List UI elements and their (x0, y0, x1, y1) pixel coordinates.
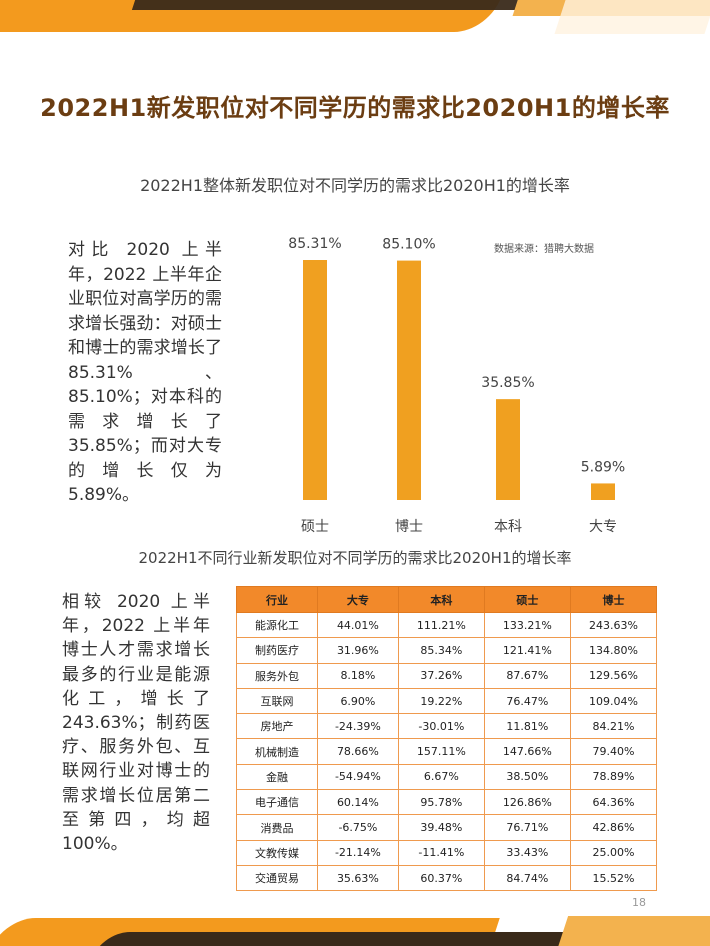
table-cell: 金融 (236, 763, 318, 791)
bar-博士 (397, 260, 421, 500)
table-cell: 电子通信 (236, 789, 318, 816)
paragraph-summary: 对比 2020 上半年，2022 上半年企业职位对高学历的需求增长强劲：对硕士和… (68, 240, 222, 505)
table-cell: 109.04% (569, 687, 658, 715)
table-cell: -54.94% (317, 763, 399, 791)
industry-table: 行业 大专 本科 硕士 博士 能源化工 44.01% 111.21% 133.21% 243.6… (236, 586, 658, 892)
table-cell: 交通贸易 (236, 864, 318, 892)
table-cell: 126.86% (483, 789, 571, 816)
table-cell: 互联网 (236, 687, 318, 715)
table-cell: -11.41% (397, 839, 485, 866)
paragraph-industry: 相较 2020 上半年，2022 上半年博士人才需求增长最多的行业是能源化工，增… (62, 592, 210, 855)
table-cell: 243.63% (569, 611, 658, 639)
bar-value-label: 35.85% (481, 375, 534, 391)
table-cell: 19.22% (397, 687, 485, 715)
table-cell: 133.21% (483, 611, 571, 639)
table-cell: 76.47% (483, 687, 571, 715)
table-cell: -6.75% (317, 814, 399, 841)
table-cell: 6.90% (317, 687, 399, 715)
table-row: 服务外包 8.18% 37.26% 87.67% 129.56% (236, 662, 658, 689)
category-label: 本科 (494, 519, 522, 535)
table-cell: 35.63% (317, 864, 399, 892)
table-row: 电子通信 60.14% 95.78% 126.86% 64.36% (236, 789, 658, 816)
bar-大专 (591, 483, 615, 500)
bottom-banner (0, 908, 710, 946)
table-cell: 44.01% (317, 611, 399, 639)
table-cell: 60.14% (317, 789, 399, 816)
table-row: 制药医疗 31.96% 85.34% 121.41% 134.80% (236, 637, 658, 664)
table-cell: 39.48% (397, 814, 485, 841)
table-header-cell: 硕士 (483, 586, 571, 613)
table-cell: 134.80% (569, 637, 658, 664)
table-row: 消费品 -6.75% 39.48% 76.71% 42.86% (236, 814, 658, 841)
table-title: 2022H1不同行业新发职位对不同学历的需求比2020H1的增长率 (138, 549, 572, 567)
education-bar-chart: 85.31% 硕士 85.10% 博士 35.85% 本科 5.89% 大专 (288, 236, 625, 535)
table-cell: 121.41% (483, 637, 571, 664)
table-cell: 111.21% (397, 611, 485, 639)
table-cell: 文教传媒 (236, 839, 318, 866)
table-cell: 95.78% (397, 789, 485, 816)
page-number: 18 (632, 896, 646, 909)
category-label: 博士 (395, 518, 423, 535)
table-row: 交通贸易 35.63% 60.37% 84.74% 15.52% (236, 864, 658, 892)
category-label: 硕士 (301, 519, 329, 535)
chart-title: 2022H1整体新发职位对不同学历的需求比2020H1的增长率 (140, 176, 570, 195)
table-cell: 78.89% (569, 763, 658, 791)
table-header-cell: 本科 (397, 586, 485, 613)
table-cell: 消费品 (236, 814, 318, 841)
bar-value-label: 5.89% (581, 459, 625, 475)
table-cell: 78.66% (317, 738, 399, 765)
table-row: 房地产 -24.39% -30.01% 11.81% 84.21% (236, 713, 658, 740)
table-cell: 服务外包 (236, 662, 318, 689)
table-cell: 79.40% (569, 738, 658, 765)
table-cell: 84.21% (569, 713, 658, 740)
bar-硕士 (303, 260, 327, 500)
table-cell: 15.52% (569, 864, 658, 892)
table-cell: 87.67% (483, 662, 571, 689)
table-cell: 42.86% (569, 814, 658, 841)
table-cell: 6.67% (397, 763, 485, 791)
data-source: 数据来源：猎聘大数据 (494, 244, 594, 255)
table-row: 互联网 6.90% 19.22% 76.47% 109.04% (236, 687, 658, 715)
top-banner (0, 0, 710, 40)
table-row: 能源化工 44.01% 111.21% 133.21% 243.63% (236, 611, 658, 639)
table-header-cell: 博士 (569, 586, 658, 613)
table-cell: 能源化工 (236, 611, 318, 639)
table-cell: 147.66% (483, 738, 571, 765)
table-cell: 76.71% (483, 814, 571, 841)
table-cell: 64.36% (569, 789, 658, 816)
table-cell: -24.39% (317, 713, 399, 740)
table-header-cell: 行业 (236, 586, 318, 613)
bar-value-label: 85.10% (382, 237, 435, 253)
category-label: 大专 (589, 519, 617, 535)
table-cell: 11.81% (483, 713, 571, 740)
bar-value-label: 85.31% (288, 236, 341, 252)
table-header-cell: 大专 (317, 586, 399, 613)
table-cell: 8.18% (317, 662, 399, 689)
table-cell: 制药医疗 (236, 637, 318, 664)
table-cell: -30.01% (397, 713, 485, 740)
table-cell: 25.00% (569, 839, 658, 866)
page-title: 2022H1新发职位对不同学历的需求比2020H1的增长率 (40, 94, 670, 122)
table-cell: 房地产 (236, 713, 318, 740)
table-cell: 37.26% (397, 662, 485, 689)
table-cell: 33.43% (483, 839, 571, 866)
table-cell: 机械制造 (236, 738, 318, 765)
table-cell: 157.11% (397, 738, 485, 765)
table-cell: 31.96% (317, 637, 399, 664)
table-cell: 85.34% (397, 637, 485, 664)
table-header-row: 行业 大专 本科 硕士 博士 (236, 586, 658, 613)
table-cell: 38.50% (483, 763, 571, 791)
table-cell: -21.14% (317, 839, 399, 866)
table-cell: 60.37% (397, 864, 485, 892)
table-row: 机械制造 78.66% 157.11% 147.66% 79.40% (236, 738, 658, 765)
table-row: 文教传媒 -21.14% -11.41% 33.43% 25.00% (236, 839, 658, 866)
bar-本科 (496, 399, 520, 500)
table-row: 金融 -54.94% 6.67% 38.50% 78.89% (236, 763, 658, 791)
table-cell: 129.56% (569, 662, 658, 689)
table-cell: 84.74% (483, 864, 571, 892)
